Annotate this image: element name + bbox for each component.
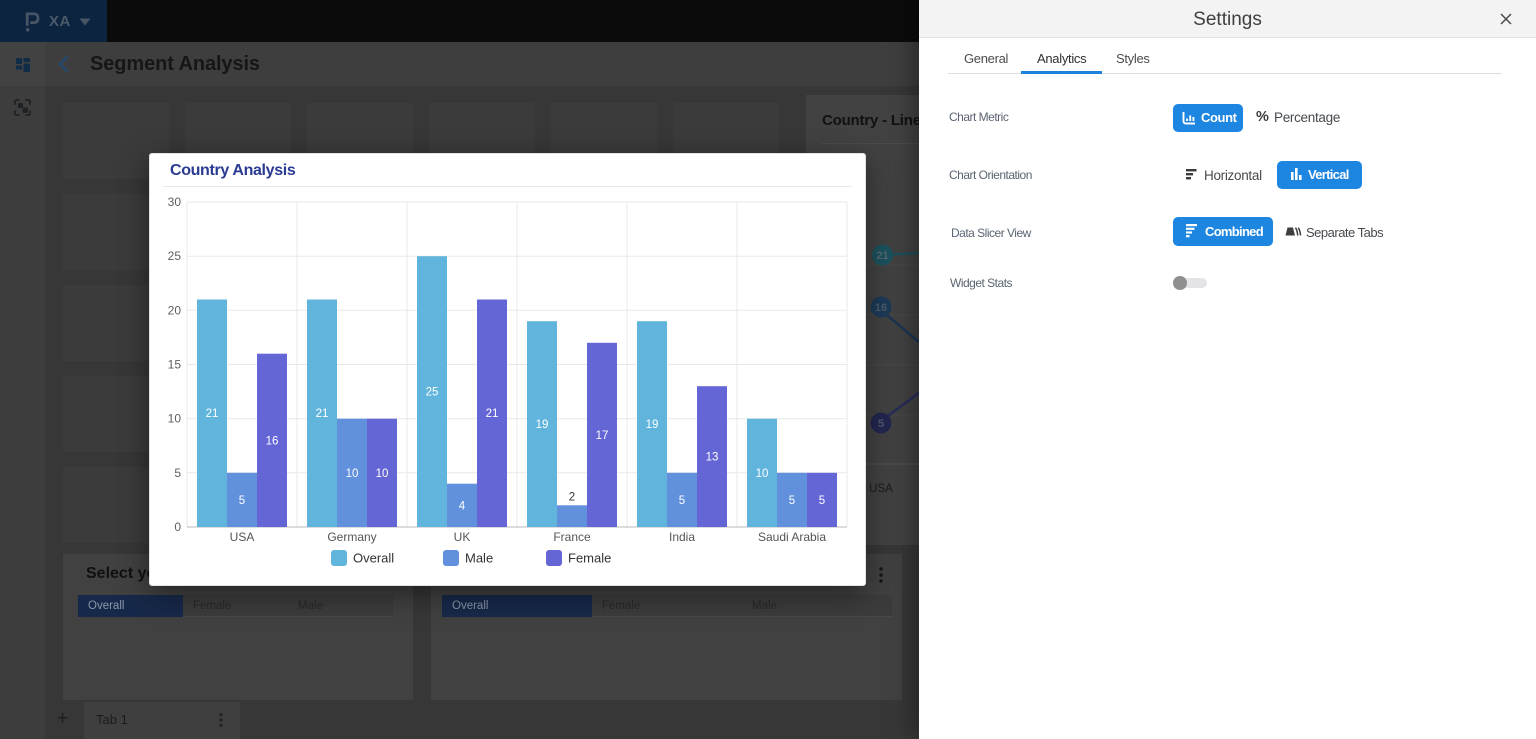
- svg-text:21: 21: [316, 408, 329, 420]
- svg-text:15: 15: [168, 358, 182, 372]
- svg-text:France: France: [553, 530, 591, 544]
- svg-text:10: 10: [346, 468, 359, 480]
- svg-text:Overall: Overall: [353, 551, 394, 566]
- svg-text:10: 10: [168, 412, 182, 426]
- svg-text:5: 5: [679, 495, 685, 507]
- svg-text:19: 19: [536, 419, 549, 431]
- svg-text:Male: Male: [465, 551, 493, 566]
- svg-text:USA: USA: [230, 530, 255, 544]
- svg-text:Saudi Arabia: Saudi Arabia: [758, 530, 826, 544]
- svg-text:16: 16: [875, 302, 887, 314]
- svg-text:21: 21: [486, 408, 499, 420]
- svg-text:5: 5: [819, 495, 825, 507]
- svg-text:UK: UK: [454, 530, 471, 544]
- svg-text:10: 10: [756, 468, 769, 480]
- svg-text:25: 25: [426, 387, 439, 399]
- svg-text:4: 4: [459, 500, 466, 512]
- svg-text:5: 5: [789, 495, 795, 507]
- svg-text:21: 21: [206, 408, 219, 420]
- svg-text:21: 21: [876, 250, 888, 262]
- svg-text:30: 30: [168, 195, 182, 209]
- svg-text:13: 13: [706, 452, 719, 464]
- svg-text:5: 5: [878, 418, 884, 430]
- svg-text:USA: USA: [869, 483, 893, 495]
- svg-text:17: 17: [596, 430, 609, 442]
- svg-text:5: 5: [239, 495, 245, 507]
- svg-text:19: 19: [646, 419, 659, 431]
- svg-text:16: 16: [266, 435, 279, 447]
- svg-text:20: 20: [168, 303, 182, 317]
- svg-text:0: 0: [174, 520, 181, 534]
- svg-text:Germany: Germany: [327, 530, 376, 544]
- svg-text:10: 10: [376, 468, 389, 480]
- svg-text:Female: Female: [568, 551, 611, 566]
- svg-text:25: 25: [168, 249, 182, 263]
- svg-text:5: 5: [174, 466, 181, 480]
- svg-text:2: 2: [569, 491, 575, 503]
- svg-text:India: India: [669, 530, 695, 544]
